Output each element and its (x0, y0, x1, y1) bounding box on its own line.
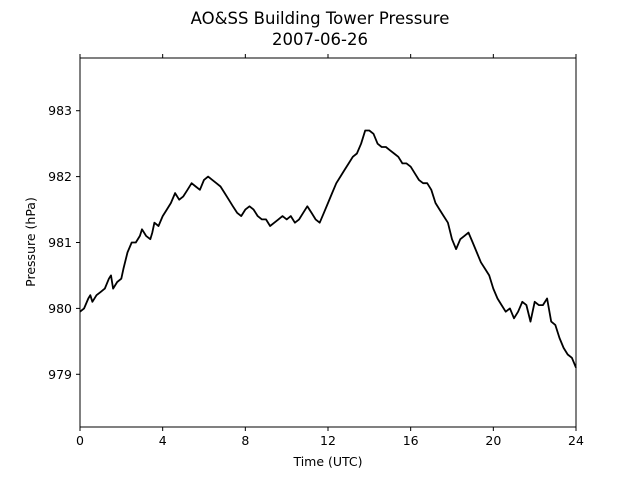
x-tick-label: 24 (568, 433, 584, 448)
x-tick-label: 20 (485, 433, 501, 448)
plot-area (79, 57, 577, 428)
x-tick-label: 0 (76, 433, 84, 448)
x-tick-label: 4 (159, 433, 167, 448)
y-tick-label: 981 (48, 235, 72, 250)
x-axis-label: Time (UTC) (292, 454, 362, 469)
x-axis: 0 4 8 12 16 20 24 (76, 54, 584, 448)
y-axis: 979 980 981 982 983 (48, 103, 80, 382)
x-tick-label: 12 (320, 433, 336, 448)
y-tick-label: 980 (48, 301, 72, 316)
x-tick-label: 16 (403, 433, 419, 448)
series-line-0 (79, 129, 577, 369)
chart-subtitle: 2007-06-26 (272, 30, 368, 49)
y-axis-label: Pressure (hPa) (23, 197, 38, 287)
x-tick-label: 8 (241, 433, 249, 448)
y-tick-label: 979 (48, 367, 72, 382)
y-tick-label: 983 (48, 103, 72, 118)
plot-frame (79, 57, 577, 428)
y-tick-label: 982 (48, 169, 72, 184)
chart-title: AO&SS Building Tower Pressure (191, 9, 450, 28)
